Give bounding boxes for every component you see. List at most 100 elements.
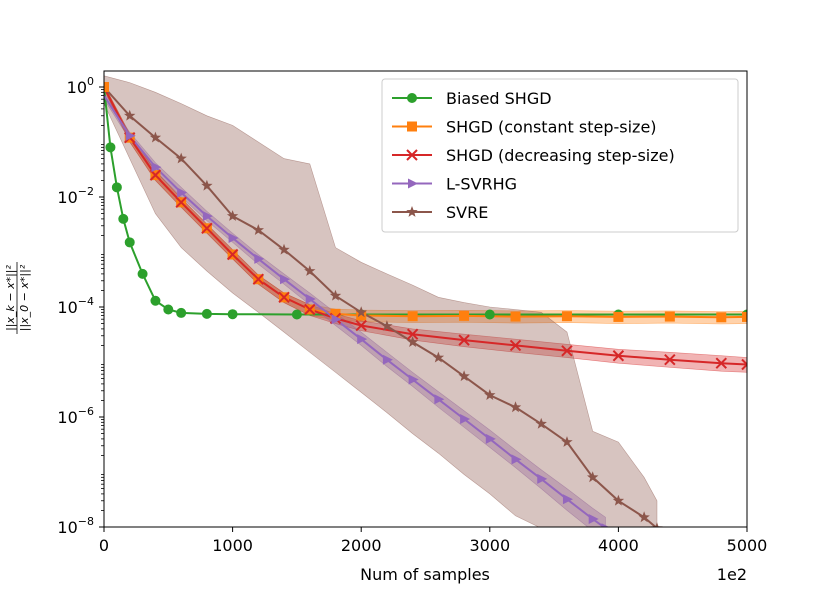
- data-point-marker: [434, 394, 445, 405]
- data-point-marker: [561, 311, 572, 322]
- data-point-marker: [176, 307, 187, 318]
- data-point-marker: [382, 354, 393, 365]
- legend-entry: L-SVRHG: [392, 175, 517, 194]
- data-point-marker: [150, 295, 161, 306]
- x-tick-label: 2000: [341, 536, 382, 555]
- x-tick-label: 3000: [469, 536, 510, 555]
- legend-entry: SVRE: [392, 203, 488, 222]
- data-point-marker: [355, 319, 367, 332]
- data-point-marker: [227, 309, 238, 320]
- data-point-marker: [612, 350, 625, 362]
- data-point-marker: [651, 522, 663, 527]
- data-point-marker: [484, 389, 496, 400]
- data-point-marker: [226, 210, 239, 221]
- data-point-marker: [151, 162, 162, 173]
- data-point-marker: [381, 320, 393, 331]
- x-axis-ticks: 0 1000 2000 3000 4000 5000: [99, 527, 767, 555]
- data-point-marker: [715, 357, 727, 369]
- data-point-marker: [202, 211, 213, 222]
- data-point-marker: [149, 169, 162, 181]
- series-line: [104, 86, 747, 316]
- y-axis-label-denominator: ||x_0 − x*||²: [18, 264, 31, 331]
- data-point-marker: [460, 413, 471, 424]
- confidence-bands: [104, 75, 747, 527]
- data-point-marker: [612, 494, 625, 506]
- data-point-marker: [118, 213, 129, 224]
- data-point-marker: [407, 93, 417, 103]
- y-axis-label-numerator: ||x_k − x*||²: [4, 264, 17, 330]
- legend-entry: SHGD (constant step-size): [392, 118, 657, 137]
- y-tick-label: 10−8: [57, 515, 94, 537]
- data-point-marker: [357, 334, 368, 345]
- data-point-marker: [304, 265, 316, 276]
- data-point-marker: [331, 314, 342, 325]
- confidence-band: [104, 84, 747, 373]
- data-point-marker: [407, 121, 417, 132]
- data-point-marker: [741, 358, 747, 371]
- data-point-marker: [406, 328, 419, 340]
- data-point-marker: [163, 304, 174, 315]
- legend-entry: Biased SHGD: [392, 89, 552, 108]
- data-point-marker: [329, 289, 342, 301]
- data-point-marker: [111, 182, 122, 193]
- data-point-marker: [252, 273, 265, 285]
- series-markers: [104, 82, 747, 527]
- data-point-marker: [638, 511, 650, 523]
- plot-frame: [103, 70, 748, 528]
- data-point-marker: [252, 224, 264, 235]
- data-point-marker: [511, 454, 522, 465]
- data-point-marker: [664, 354, 676, 366]
- legend-label: SHGD (decreasing step-size): [446, 146, 675, 165]
- data-point-marker: [280, 274, 291, 285]
- y-tick-label: 100: [67, 75, 94, 97]
- y-axis-label: ||x_k − x*||² ||x_0 − x*||²: [4, 262, 31, 334]
- x-axis-label: Num of samples: [360, 565, 490, 584]
- data-point-marker: [510, 311, 521, 322]
- data-point-marker: [613, 311, 624, 322]
- legend-label: SVRE: [446, 203, 488, 222]
- data-point-marker: [459, 310, 470, 321]
- data-point-marker: [561, 436, 573, 447]
- legend-entry: SHGD (decreasing step-size): [392, 146, 675, 165]
- data-point-marker: [304, 303, 316, 316]
- data-point-marker: [356, 310, 367, 321]
- x-tick-label: 5000: [727, 536, 768, 555]
- data-point-marker: [716, 312, 727, 323]
- y-tick-label: 10−2: [57, 185, 94, 207]
- y-axis-ticks: 100 10−2 10−4 10−6 10−8: [57, 75, 104, 537]
- confidence-band: [104, 91, 606, 527]
- data-point-marker: [104, 82, 109, 92]
- data-point-marker: [742, 311, 747, 322]
- data-point-marker: [485, 433, 496, 444]
- data-point-marker: [228, 232, 239, 243]
- data-point-marker: [406, 336, 419, 347]
- data-point-marker: [201, 308, 212, 319]
- data-point-marker: [226, 248, 239, 261]
- data-point-marker: [561, 345, 573, 357]
- data-point-marker: [664, 311, 675, 322]
- data-point-marker: [175, 152, 187, 164]
- x-tick-label: 1000: [212, 536, 253, 555]
- data-point-marker: [355, 306, 367, 318]
- data-point-marker: [177, 187, 188, 198]
- data-point-marker: [406, 149, 418, 161]
- data-point-marker: [254, 253, 265, 264]
- data-point-marker: [432, 351, 445, 363]
- data-point-marker: [458, 370, 470, 382]
- legend-label: L-SVRHG: [446, 175, 517, 194]
- data-point-marker: [305, 293, 316, 304]
- legend: Biased SHGD SHGD (constant step-size) SHGD…: [381, 78, 739, 233]
- data-point-marker: [291, 309, 302, 320]
- data-point-marker: [330, 308, 341, 319]
- x-tick-label: 4000: [598, 536, 639, 555]
- data-point-marker: [406, 206, 418, 217]
- data-point-marker: [125, 130, 136, 141]
- data-point-marker: [562, 494, 573, 505]
- data-point-marker: [201, 179, 213, 191]
- data-point-marker: [278, 291, 290, 304]
- data-point-marker: [458, 334, 470, 346]
- data-point-marker: [105, 142, 116, 153]
- x-tick-label: 0: [99, 536, 109, 555]
- data-point-marker: [588, 513, 599, 524]
